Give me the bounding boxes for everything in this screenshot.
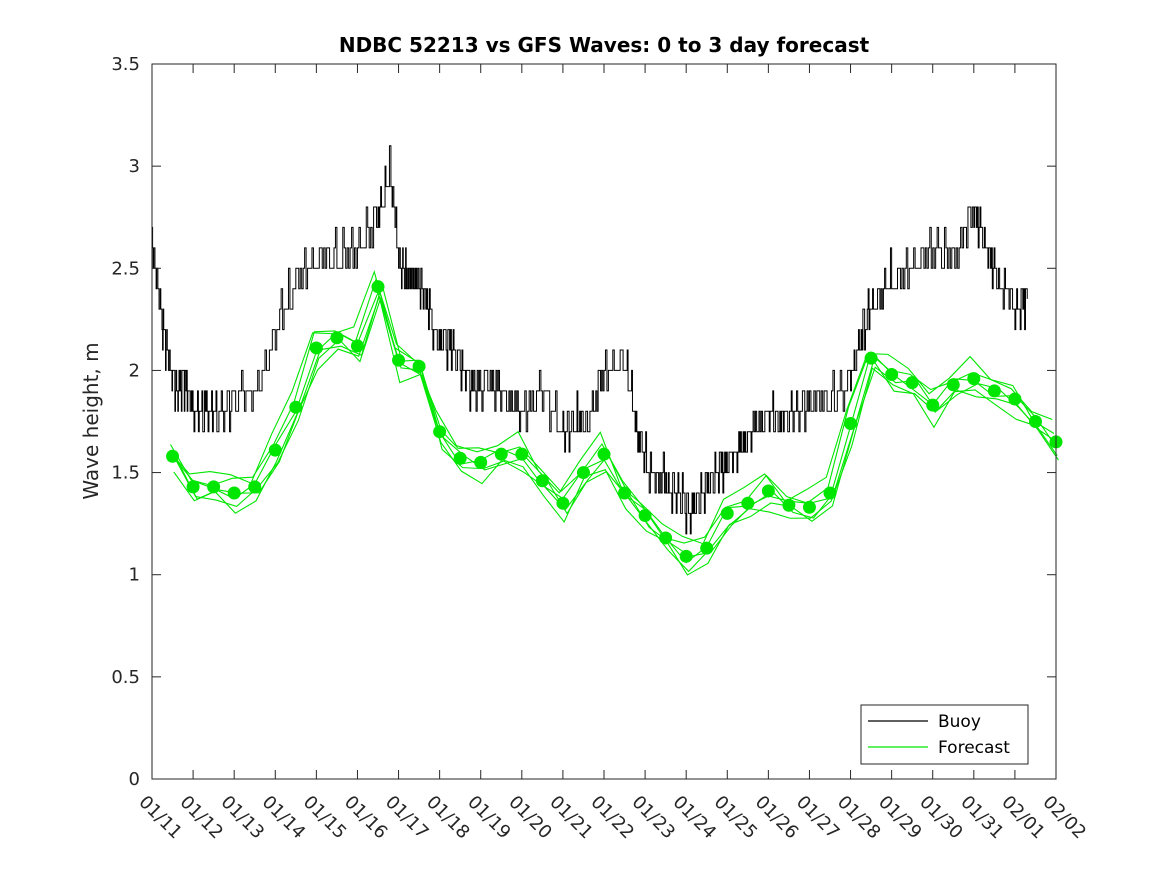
forecast-point (248, 480, 262, 494)
forecast-point (556, 496, 570, 510)
forecast-point (720, 506, 734, 520)
forecast-point (412, 359, 426, 373)
forecast-point (823, 486, 837, 500)
x-tick-label: 02/01 (997, 792, 1049, 844)
forecast-point (392, 353, 406, 367)
forecast-point (844, 417, 858, 431)
x-tick-label: 01/12 (176, 792, 228, 844)
forecast-line-run-6 (173, 294, 1058, 576)
forecast-point (802, 500, 816, 514)
forecast-point (433, 425, 447, 439)
forecast-point (309, 341, 323, 355)
forecast-point (350, 339, 364, 353)
x-tick-label: 01/18 (422, 792, 474, 844)
forecast-point (741, 496, 755, 510)
plot-background (152, 64, 1056, 779)
forecast-point (926, 398, 940, 412)
x-tick-label: 01/29 (874, 792, 926, 844)
buoy-line (152, 145, 1028, 535)
forecast-point (638, 508, 652, 522)
x-tick-label: 01/23 (628, 792, 680, 844)
forecast-point (453, 451, 467, 465)
chart-title: NDBC 52213 vs GFS Waves: 0 to 3 day fore… (339, 33, 870, 57)
x-tick-label: 01/13 (217, 792, 269, 844)
y-tick-label: 0.5 (111, 667, 140, 688)
forecast-point (207, 480, 221, 494)
forecast-point (1028, 415, 1042, 428)
y-tick-label: 1 (129, 565, 140, 586)
y-tick-label: 1.5 (111, 463, 140, 484)
y-tick-label: 2 (129, 360, 140, 381)
forecast-point (535, 474, 549, 488)
y-axis-label: Wave height, m (79, 342, 103, 499)
x-tick-label: 02/02 (1038, 792, 1090, 844)
plot-area (152, 64, 1063, 779)
legend-box (860, 704, 1029, 765)
x-tick-label: 01/26 (751, 792, 803, 844)
forecast-point (946, 378, 960, 392)
x-tick-label: 01/11 (134, 792, 186, 844)
x-tick-label: 01/17 (381, 792, 433, 844)
x-tick-label: 01/21 (545, 792, 597, 844)
forecast-point (761, 484, 775, 498)
forecast-point (618, 486, 632, 500)
forecast-point (494, 447, 508, 461)
forecast-point (659, 531, 673, 545)
y-tick-label: 3.5 (111, 54, 140, 75)
y-tick-label: 3 (129, 156, 140, 177)
forecast-point (186, 480, 200, 494)
forecast-point (885, 368, 899, 382)
forecast-point (700, 541, 714, 555)
x-tick-label: 01/14 (258, 792, 310, 844)
chart-legend: Buoy Forecast (860, 704, 1029, 765)
forecast-point (905, 376, 919, 390)
forecast-point (987, 384, 1001, 398)
forecast-point (1008, 392, 1022, 406)
forecast-line-run-5 (168, 269, 1053, 545)
forecast-point (782, 498, 796, 512)
x-tick-label: 01/20 (504, 792, 556, 844)
forecast-point (967, 372, 981, 386)
forecast-point (474, 455, 488, 469)
x-tick-label: 01/30 (915, 792, 967, 844)
x-tick-label: 01/16 (340, 792, 392, 844)
x-tick-label: 01/28 (833, 792, 885, 844)
x-tick-label: 01/31 (956, 792, 1008, 844)
x-tick-label: 01/24 (669, 792, 721, 844)
x-tick-label: 01/15 (299, 792, 351, 844)
forecast-point (371, 280, 385, 294)
legend-label-buoy: Buoy (938, 712, 981, 732)
forecast-point (330, 331, 344, 345)
legend-label-forecast: Forecast (938, 738, 1010, 758)
forecast-point (268, 443, 282, 457)
forecast-point (227, 486, 241, 500)
forecast-point (515, 447, 529, 461)
forecast-point (864, 351, 878, 365)
y-tick-label: 2.5 (111, 258, 140, 279)
forecast-point (679, 549, 693, 563)
x-tick-label: 01/27 (792, 792, 844, 844)
forecast-point (166, 449, 180, 463)
forecast-point (597, 447, 611, 461)
forecast-point (289, 400, 303, 414)
y-tick-label: 0 (129, 769, 140, 790)
x-tick-label: 01/22 (586, 792, 638, 844)
x-tick-label: 01/19 (463, 792, 515, 844)
x-tick-label: 01/25 (710, 792, 762, 844)
forecast-point (576, 466, 590, 480)
